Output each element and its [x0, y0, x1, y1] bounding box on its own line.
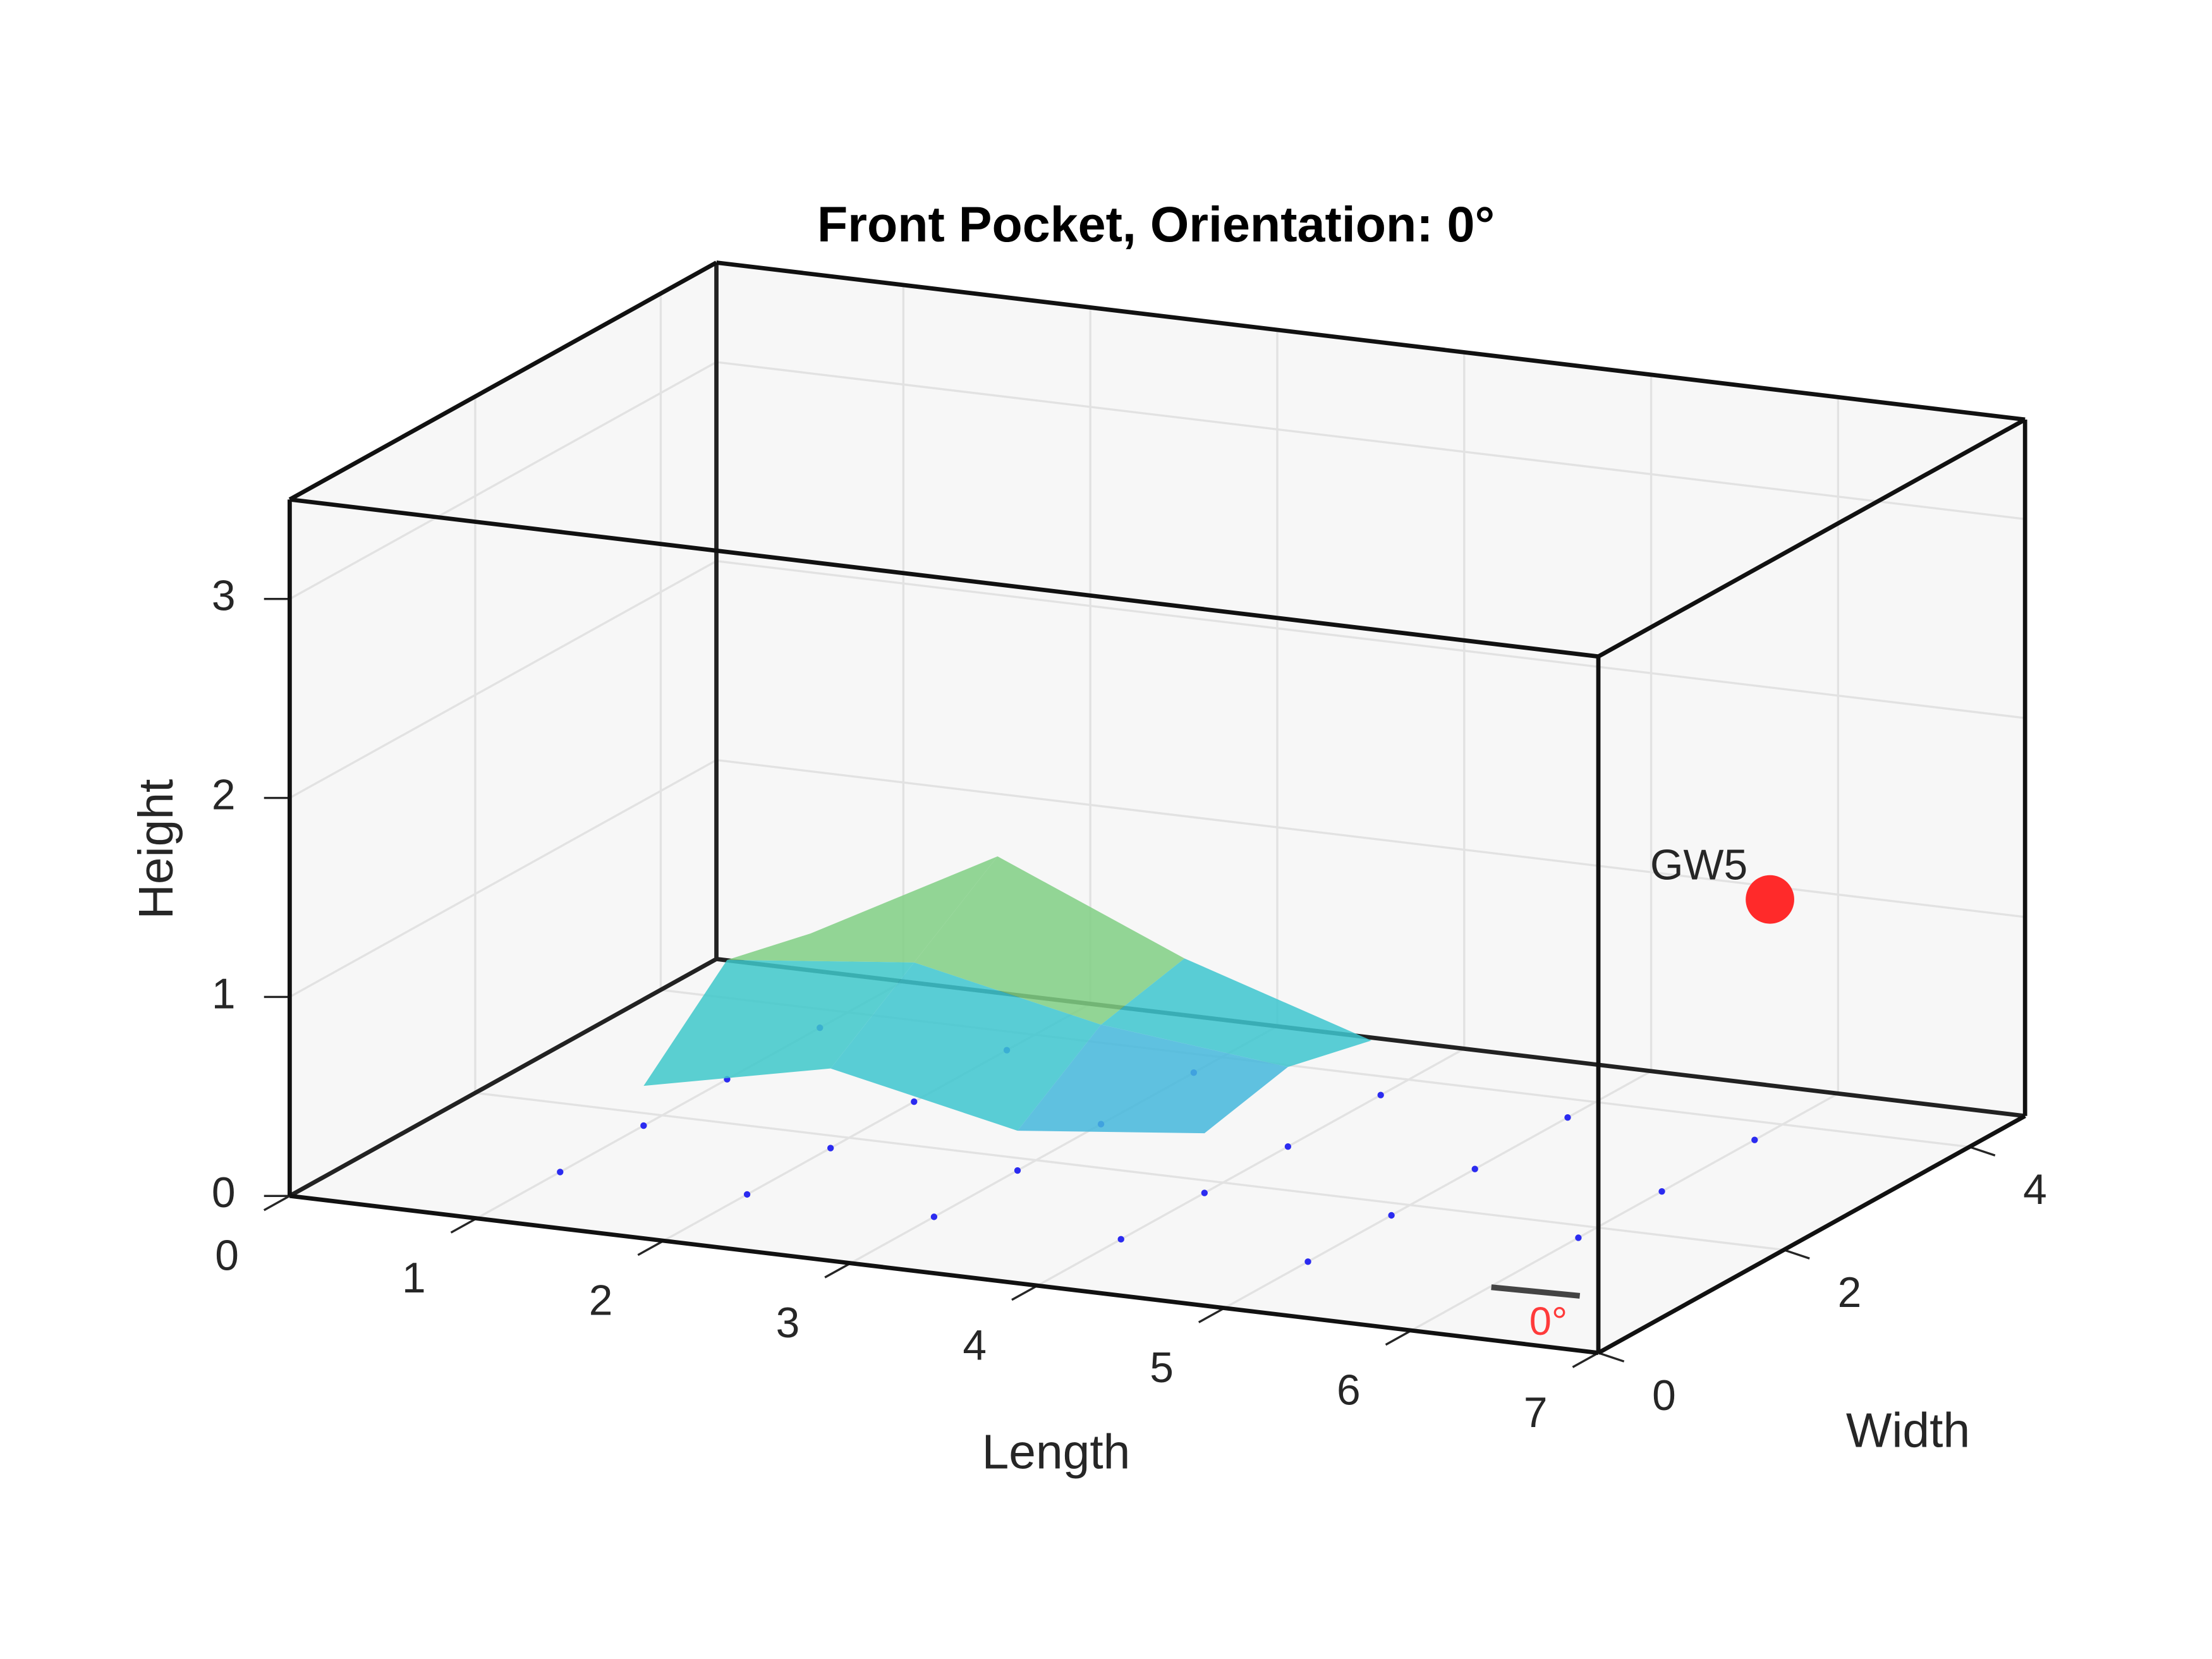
point [1284, 1143, 1292, 1150]
box-edge [289, 1193, 1599, 1356]
x-tick-label: 6 [1337, 1366, 1361, 1414]
grid-line [1411, 1092, 1839, 1332]
point [827, 1145, 834, 1152]
grid-line [716, 560, 2026, 719]
surface-patch [643, 959, 915, 1086]
grid-line [289, 361, 717, 600]
point [1388, 1212, 1395, 1219]
chart-title: Front Pocket, Orientation: 0° [817, 196, 1495, 252]
tick-mark [1598, 1352, 1625, 1363]
box-edge [1597, 1114, 2026, 1355]
z-tick-label: 2 [212, 771, 236, 818]
point [1117, 1236, 1124, 1243]
tick-mark [824, 1262, 851, 1279]
point [1201, 1189, 1208, 1196]
surface-patch [914, 856, 1185, 1025]
orientation-annotation: 0° [1529, 1299, 1567, 1344]
tick-mark [1011, 1284, 1038, 1301]
grid-line [716, 361, 2026, 520]
point [557, 1169, 564, 1176]
point [1658, 1188, 1665, 1195]
point [1377, 1091, 1384, 1098]
grid-line [289, 560, 717, 799]
tick-mark [450, 1217, 478, 1234]
point [1304, 1258, 1311, 1265]
side-pane [289, 262, 717, 1196]
x-tick-label: 0 [215, 1232, 239, 1280]
point [1751, 1136, 1758, 1143]
y-tick-label: 0 [1652, 1372, 1676, 1419]
z-axis-label: Height [130, 779, 183, 920]
x-tick-label: 4 [963, 1322, 987, 1369]
highlight-label: GW5 [1650, 841, 1747, 889]
surface-patch [727, 856, 998, 963]
surface-patch [830, 962, 1102, 1131]
orientation-indicator [1491, 1284, 1581, 1299]
tick-mark [1385, 1329, 1413, 1346]
z-tick-label: 1 [212, 970, 236, 1018]
point [1014, 1167, 1021, 1174]
z-tick-label: 0 [212, 1169, 236, 1217]
point [1564, 1114, 1571, 1121]
box-edge [716, 260, 2026, 422]
x-tick-label: 1 [402, 1255, 426, 1302]
z-tick-label: 3 [212, 573, 236, 620]
box-edge [288, 957, 718, 1198]
point [1575, 1234, 1582, 1241]
x-tick-label: 5 [1150, 1344, 1174, 1392]
box-edge [289, 497, 1599, 659]
x-tick-label: 7 [1524, 1389, 1548, 1437]
data-layer: GW5 [557, 841, 1794, 1265]
back-layer [288, 262, 2026, 1354]
tick-mark [1969, 1146, 1996, 1157]
surface-patch [1018, 1024, 1288, 1134]
y-axis-label: Width [1846, 1404, 1970, 1458]
tick-mark [1784, 1249, 1810, 1260]
y-tick-label: 4 [2023, 1166, 2047, 1213]
box-edge [1597, 417, 2026, 659]
point [743, 1191, 751, 1198]
x-tick-label: 3 [776, 1299, 800, 1347]
point [911, 1098, 918, 1105]
point [1471, 1165, 1478, 1172]
surface-patch [1101, 958, 1371, 1067]
x-tick-label: 2 [589, 1277, 613, 1324]
x-axis-label: Length [982, 1426, 1131, 1480]
grid-line [289, 759, 717, 998]
tick-mark [263, 1194, 291, 1212]
point [930, 1213, 938, 1220]
front-layer: 0 1 2 3 4 5 6 7 0 2 4 0 1 2 3 [212, 260, 2047, 1437]
grid-line [1036, 1047, 1465, 1287]
grid-line [475, 1091, 1784, 1251]
box-edge [288, 260, 718, 502]
grid-line [1224, 1070, 1652, 1310]
tick-mark [637, 1239, 664, 1256]
highlight-point [1746, 875, 1794, 924]
y-tick-label: 2 [1838, 1269, 1862, 1316]
tick-mark [1198, 1307, 1225, 1323]
tick-mark [1572, 1352, 1599, 1368]
point [640, 1122, 647, 1129]
grid-line [716, 758, 2026, 918]
